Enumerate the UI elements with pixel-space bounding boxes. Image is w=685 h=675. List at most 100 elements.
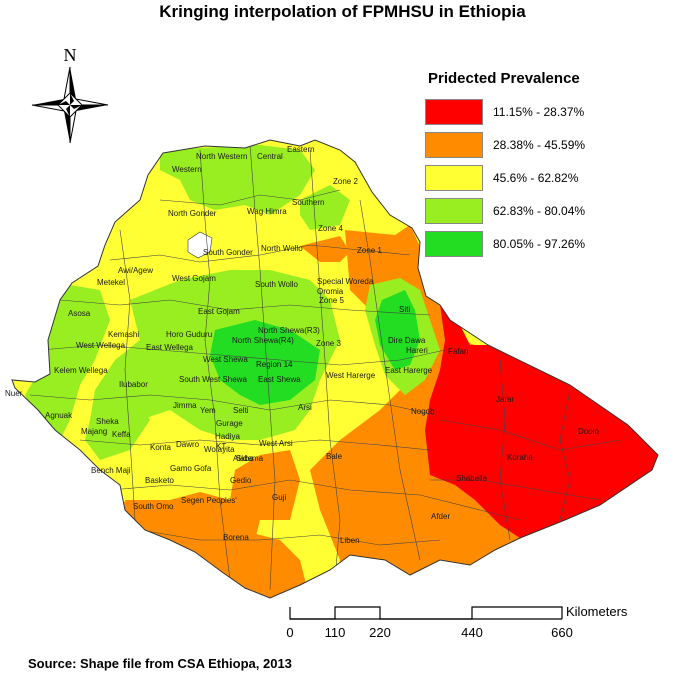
legend: Pridected Prevalence 11.15% - 28.37% 28.… xyxy=(425,70,645,260)
legend-swatch xyxy=(425,164,483,191)
region-label: Horo Guduru xyxy=(166,330,212,339)
region-label: Liben xyxy=(340,536,360,545)
region-label: KT xyxy=(216,442,226,451)
compass-north-letter: N xyxy=(64,45,77,65)
legend-label: 80.05% - 97.26% xyxy=(493,236,586,251)
region-label: Jarar xyxy=(496,395,515,404)
region-label: Doolo xyxy=(578,427,599,436)
legend-label: 11.15% - 28.37% xyxy=(493,104,585,119)
region-label: North Western xyxy=(196,152,247,161)
region-label: South Omo xyxy=(133,502,174,511)
region-label: Hareri xyxy=(406,346,428,355)
scale-tick-2: 220 xyxy=(369,625,391,640)
legend-swatch xyxy=(425,197,483,224)
legend-label: 62.83% - 80.04% xyxy=(493,203,586,218)
lake-tana xyxy=(187,231,213,259)
scale-tick-3: 440 xyxy=(461,625,483,640)
region-label: Arsi xyxy=(298,403,312,412)
region-label: West Harerge xyxy=(326,371,376,380)
legend-item: 28.38% - 45.59% xyxy=(425,128,645,161)
region-label: Shabelle xyxy=(456,474,488,483)
region-label: Nogob xyxy=(411,407,435,416)
scale-unit-label: Kilometers xyxy=(566,604,628,619)
region-label: East Wellega xyxy=(146,343,194,352)
region-label: Asosa xyxy=(68,309,91,318)
scale-tick-0: 0 xyxy=(286,625,293,640)
region-label: Keffa xyxy=(112,430,131,439)
region-label: Afder xyxy=(431,512,450,521)
legend-swatch xyxy=(425,131,483,158)
scale-tick-1: 110 xyxy=(325,625,346,640)
region-label: Southern xyxy=(292,198,324,207)
region-label: Kemashi xyxy=(108,330,139,339)
region-label: Zone 4 xyxy=(318,224,343,233)
region-label: Metekel xyxy=(97,278,125,287)
region-label: Nuer xyxy=(5,389,23,398)
scale-tick-4: 660 xyxy=(551,625,573,640)
region-label: South Wollo xyxy=(255,280,299,289)
north-arrow-compass-icon: N xyxy=(31,45,109,144)
region-label: Siti xyxy=(399,305,410,314)
zone-low-northeast xyxy=(300,185,350,230)
region-label: Gamo Gofa xyxy=(170,464,212,473)
region-label: Fafan xyxy=(448,347,468,356)
legend-item: 45.6% - 62.82% xyxy=(425,161,645,194)
region-label: Western xyxy=(172,165,202,174)
region-label: Gedio xyxy=(230,476,252,485)
map-title: Kringing interpolation of FPMHSU in Ethi… xyxy=(159,2,526,21)
region-label: Wolayita xyxy=(204,445,235,454)
region-label: East Shewa xyxy=(258,375,301,384)
region-label: Majang xyxy=(81,427,107,436)
region-label: Konta xyxy=(150,443,171,452)
region-label: Eastern xyxy=(287,145,315,154)
region-label: Agnuak xyxy=(45,411,73,420)
region-label: Borena xyxy=(223,533,249,542)
region-label: West Gojam xyxy=(172,274,216,283)
region-label: North Gonder xyxy=(168,209,217,218)
region-label: Dawro xyxy=(176,440,200,449)
legend-item: 11.15% - 28.37% xyxy=(425,95,645,128)
region-label: North Wollo xyxy=(261,244,303,253)
zone-low-north xyxy=(160,145,315,215)
region-label: Zone 3 xyxy=(316,339,341,348)
zone-lowest-siti xyxy=(375,290,420,370)
source-note: Source: Shape file from CSA Ethiopa, 201… xyxy=(28,656,292,671)
region-label: West Wellega xyxy=(76,341,126,350)
legend-swatch xyxy=(425,98,483,125)
legend-label: 28.38% - 45.59% xyxy=(493,137,586,152)
legend-item: 80.05% - 97.26% xyxy=(425,227,645,260)
region-label: Awi/Agew xyxy=(118,266,153,275)
region-label: West Arsi xyxy=(259,439,293,448)
region-label: Kelem Wellega xyxy=(54,366,108,375)
zone-very-high-red xyxy=(425,305,658,538)
region-label: Yem xyxy=(200,406,216,415)
region-label: Jimma xyxy=(173,401,197,410)
legend-label: 45.6% - 62.82% xyxy=(493,170,579,185)
region-label: Gurage xyxy=(216,419,243,428)
region-label: Hadiya xyxy=(215,432,240,441)
region-label: Region 14 xyxy=(256,360,293,369)
zone-high-orange-north xyxy=(300,236,350,262)
region-label: Bench Maji xyxy=(91,466,131,475)
region-label: Dire Dawa xyxy=(388,336,426,345)
region-label: Bale xyxy=(326,452,343,461)
zone-lowest-central xyxy=(210,320,320,405)
region-label: North Shewa(R4) xyxy=(232,336,294,345)
region-label: Zone 1 xyxy=(357,246,382,255)
region-label: Ilubabor xyxy=(119,380,148,389)
region-label: Sidama xyxy=(236,454,264,463)
legend-title: Pridected Prevalence xyxy=(428,70,580,87)
region-label: Special Woreda xyxy=(317,277,374,286)
region-label: Zone 5 xyxy=(319,296,344,305)
region-label: Oromia xyxy=(317,287,344,296)
region-label: West Shewa xyxy=(203,355,248,364)
scale-bar: Kilometers 0 110 220 440 660 xyxy=(286,604,628,640)
region-label: Alaba xyxy=(233,454,254,463)
region-label: South Gonder xyxy=(203,248,253,257)
region-label: Selti xyxy=(233,406,249,415)
legend-swatch xyxy=(425,230,483,257)
region-label: Sheka xyxy=(96,417,119,426)
region-labels: North Western Central Eastern Western Zone 2… xyxy=(5,145,599,545)
region-label: Basketo xyxy=(145,476,174,485)
